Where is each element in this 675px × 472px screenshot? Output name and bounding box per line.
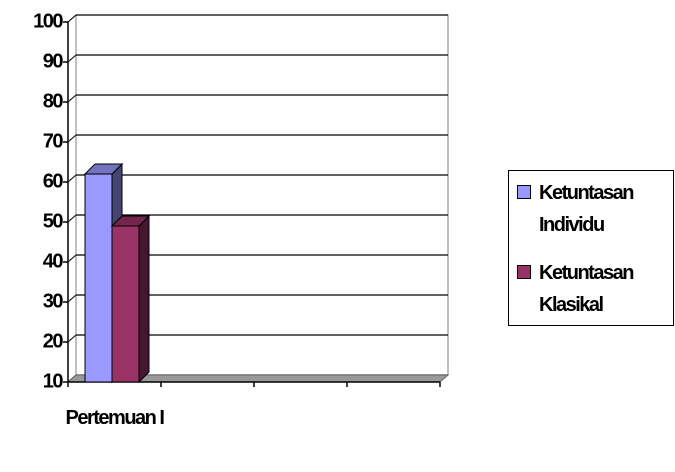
grid-line-side xyxy=(67,214,77,223)
legend-label: Ketuntasan Klasikal xyxy=(539,262,634,316)
legend: Ketuntasan Individu Ketuntasan Klasikal xyxy=(508,170,674,326)
y-tick-label: 90 xyxy=(43,50,64,72)
bar xyxy=(84,173,113,383)
y-tick-label: 30 xyxy=(43,290,64,312)
y-tick-label: 100 xyxy=(33,10,63,32)
grid-line-side xyxy=(67,14,77,23)
bar-side xyxy=(138,214,150,384)
legend-label: Ketuntasan Individu xyxy=(539,182,634,236)
y-tick-label: 60 xyxy=(43,170,64,192)
grid-line-side xyxy=(67,54,77,63)
grid-line-side xyxy=(67,294,77,303)
y-tick-label: 10 xyxy=(43,370,64,392)
y-tick-label: 20 xyxy=(43,330,64,352)
bar-group xyxy=(110,214,151,384)
legend-swatch xyxy=(517,265,531,279)
bar xyxy=(111,225,140,383)
y-tick-label: 70 xyxy=(43,130,64,152)
y-tick-label: 40 xyxy=(43,250,64,272)
grid-line-side xyxy=(67,174,77,183)
grid-line-side xyxy=(67,334,77,343)
grid-line-side xyxy=(67,134,77,143)
grid-line-side xyxy=(67,254,77,263)
side-wall xyxy=(67,13,77,384)
x-tick-label: Pertemuan I xyxy=(65,407,165,429)
y-tick-label: 50 xyxy=(43,210,64,232)
grid-line-side xyxy=(67,94,77,103)
y-tick-label: 80 xyxy=(43,90,64,112)
legend-swatch xyxy=(517,185,531,199)
